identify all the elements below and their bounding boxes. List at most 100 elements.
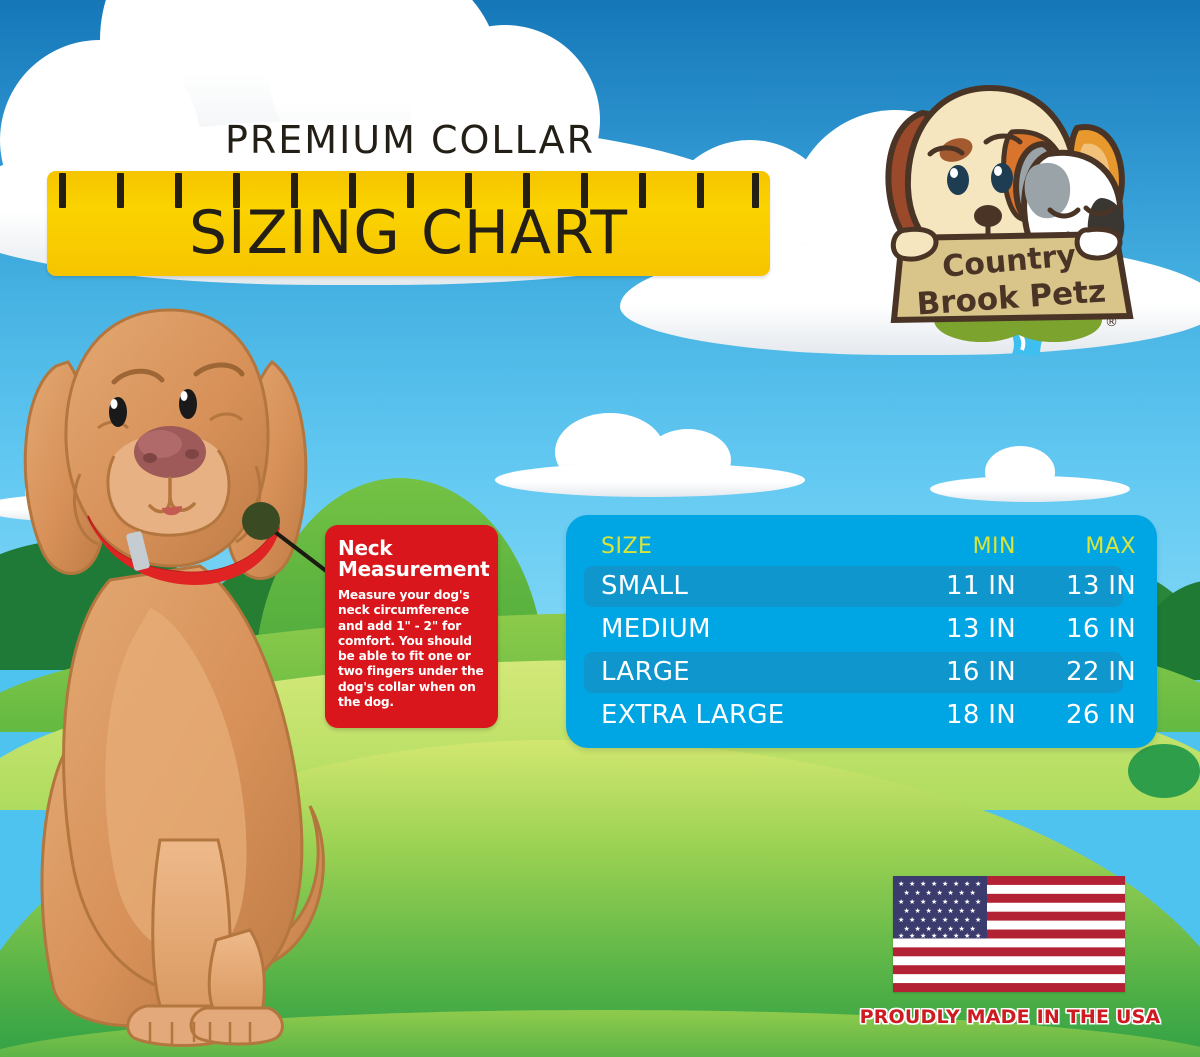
made-in-usa-text: PROUDLY MADE IN THE USA [859, 1006, 1161, 1028]
svg-text:★: ★ [953, 880, 959, 888]
svg-text:★: ★ [937, 925, 943, 933]
svg-text:★: ★ [942, 880, 948, 888]
ruler-tick [752, 173, 759, 208]
table-row[interactable]: MEDIUM 13 IN 16 IN [566, 608, 1157, 651]
svg-text:★: ★ [926, 889, 932, 897]
usa-flag: ★ ★ ★ ★ ★ ★ ★ ★ ★ ★ ★ ★ ★ ★ ★ ★ ★ ★ ★ ★ ★ ★ ★ ★ ★ ★ ★ ★ ★ … [893, 876, 1125, 992]
svg-text:★: ★ [898, 880, 904, 888]
svg-text:★: ★ [926, 907, 932, 915]
svg-text:★: ★ [915, 925, 921, 933]
ruler-tick [117, 173, 124, 208]
callout-title-line1: Neck [338, 536, 393, 560]
ruler-tick [233, 173, 240, 208]
cloud-small-center [495, 413, 805, 497]
svg-text:★: ★ [959, 907, 965, 915]
cell-max: 13 IN [1066, 571, 1136, 601]
svg-text:★: ★ [909, 880, 915, 888]
svg-text:★: ★ [920, 880, 926, 888]
svg-text:★: ★ [931, 932, 937, 940]
svg-text:★: ★ [953, 916, 959, 924]
country-brook-petz-logo[interactable]: Country Brook Petz ® [862, 58, 1154, 358]
ruler-tick [291, 173, 298, 208]
ruler-tick [407, 173, 414, 208]
column-header-min: MIN [972, 534, 1016, 559]
svg-text:★: ★ [898, 916, 904, 924]
svg-text:★: ★ [970, 889, 976, 897]
cell-size: MEDIUM [601, 614, 711, 644]
svg-text:★: ★ [975, 898, 981, 906]
cell-min: 16 IN [946, 657, 1016, 687]
svg-text:★: ★ [959, 925, 965, 933]
svg-text:★: ★ [904, 925, 910, 933]
svg-text:★: ★ [948, 925, 954, 933]
svg-text:★: ★ [964, 880, 970, 888]
column-header-max: MAX [1085, 534, 1136, 559]
svg-text:★: ★ [920, 932, 926, 940]
cell-min: 18 IN [946, 700, 1016, 730]
cell-min: 11 IN [946, 571, 1016, 601]
bush-right [1128, 744, 1200, 798]
callout-title-line2: Measurement [338, 557, 490, 581]
svg-text:★: ★ [953, 932, 959, 940]
registered-mark: ® [1105, 315, 1118, 330]
ruler-tick [581, 173, 588, 208]
svg-text:★: ★ [975, 880, 981, 888]
cell-max: 22 IN [1066, 657, 1136, 687]
cloud-small-right [930, 446, 1130, 504]
svg-text:★: ★ [898, 898, 904, 906]
svg-text:★: ★ [898, 932, 904, 940]
svg-text:★: ★ [915, 889, 921, 897]
svg-text:★: ★ [964, 916, 970, 924]
svg-text:★: ★ [942, 932, 948, 940]
svg-text:★: ★ [931, 898, 937, 906]
svg-text:★: ★ [964, 932, 970, 940]
size-table-card: SIZE MIN MAX SMALL 11 IN 13 IN MEDIUM 13… [566, 515, 1157, 748]
svg-text:★: ★ [970, 907, 976, 915]
neck-measurement-callout: Neck Measurement Measure your dog's neck… [325, 525, 498, 728]
ruler-tick [523, 173, 530, 208]
ruler-tick [639, 173, 646, 208]
cell-size: SMALL [601, 571, 689, 601]
svg-text:★: ★ [937, 889, 943, 897]
table-header-row: SIZE MIN MAX [566, 529, 1157, 565]
column-header-size: SIZE [601, 534, 653, 559]
svg-text:★: ★ [959, 889, 965, 897]
svg-text:★: ★ [909, 932, 915, 940]
ruler-banner: SIZING CHART [47, 171, 770, 276]
svg-text:★: ★ [909, 898, 915, 906]
svg-text:★: ★ [931, 916, 937, 924]
svg-text:★: ★ [948, 889, 954, 897]
svg-text:★: ★ [904, 907, 910, 915]
svg-text:★: ★ [953, 898, 959, 906]
svg-text:★: ★ [904, 889, 910, 897]
svg-text:★: ★ [964, 898, 970, 906]
dog-illustration [10, 300, 460, 1057]
svg-text:★: ★ [942, 916, 948, 924]
supertitle: PREMIUM COLLAR [224, 118, 596, 162]
svg-text:★: ★ [909, 916, 915, 924]
table-row[interactable]: LARGE 16 IN 22 IN [566, 651, 1157, 694]
cell-min: 13 IN [946, 614, 1016, 644]
svg-text:★: ★ [948, 907, 954, 915]
ruler-tick [349, 173, 356, 208]
size-table: SIZE MIN MAX SMALL 11 IN 13 IN MEDIUM 13… [566, 515, 1157, 737]
svg-text:★: ★ [942, 898, 948, 906]
svg-text:★: ★ [970, 925, 976, 933]
svg-text:★: ★ [920, 916, 926, 924]
cell-size: EXTRA LARGE [601, 700, 785, 730]
table-row[interactable]: EXTRA LARGE 18 IN 26 IN [566, 694, 1157, 737]
ruler-tick [175, 173, 182, 208]
cell-max: 16 IN [1066, 614, 1136, 644]
svg-text:★: ★ [975, 916, 981, 924]
page-title: SIZING CHART [188, 198, 629, 268]
callout-body: Measure your dog's neck circumference an… [338, 588, 484, 710]
cell-max: 26 IN [1066, 700, 1136, 730]
table-row[interactable]: SMALL 11 IN 13 IN [566, 565, 1157, 608]
svg-text:★: ★ [915, 907, 921, 915]
svg-text:★: ★ [975, 932, 981, 940]
svg-text:★: ★ [931, 880, 937, 888]
ruler-tick [697, 173, 704, 208]
cell-size: LARGE [601, 657, 691, 687]
svg-text:★: ★ [920, 898, 926, 906]
